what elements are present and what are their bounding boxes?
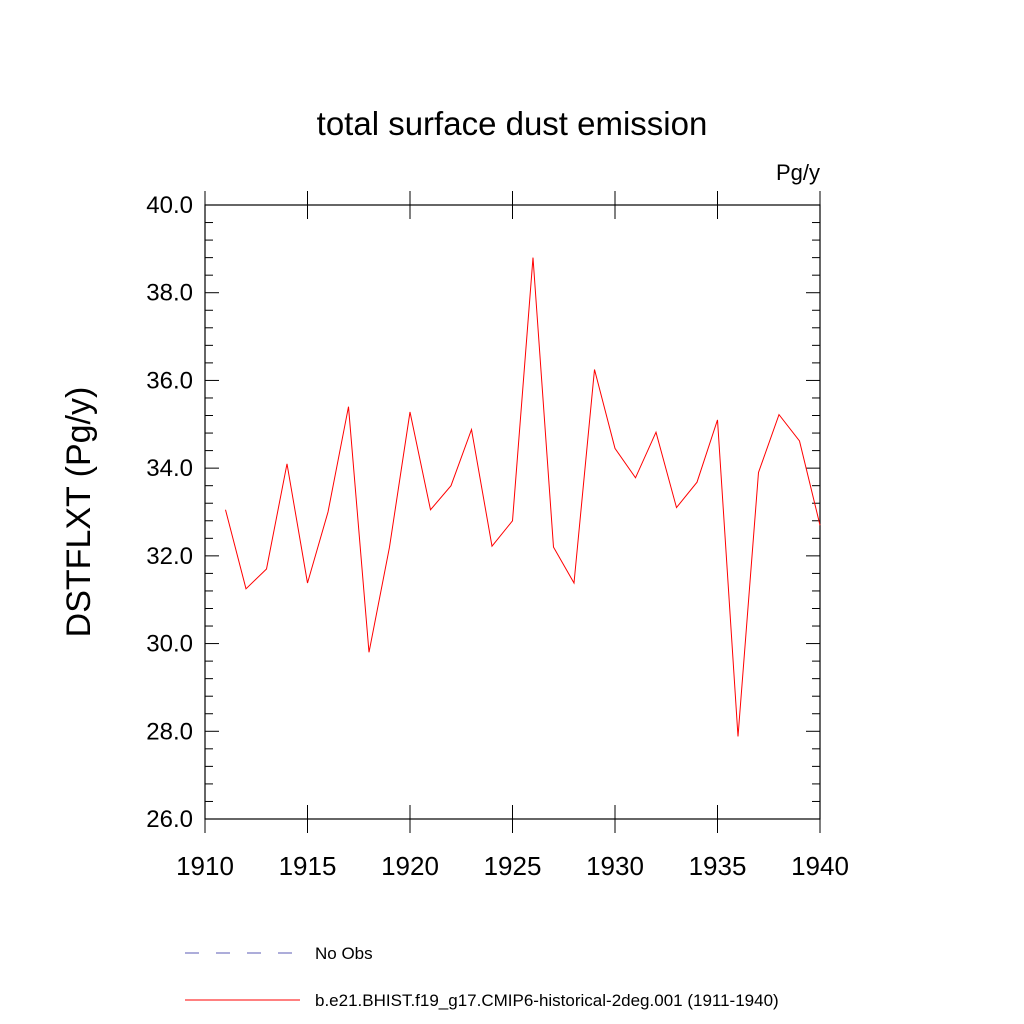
y-tick-label: 32.0 xyxy=(146,543,193,570)
x-tick-label: 1930 xyxy=(586,851,644,881)
y-tick-label: 40.0 xyxy=(146,192,193,219)
legend-label: No Obs xyxy=(315,944,373,963)
series-line xyxy=(225,257,821,737)
x-tick-label: 1940 xyxy=(791,851,849,881)
plot-frame xyxy=(204,204,821,820)
x-tick-label: 1935 xyxy=(689,851,747,881)
legend: No Obs b.e21.BHIST.f19_g17.CMIP6-historic… xyxy=(185,944,779,1010)
y-axis-label: DSTFLXT (Pg/y) xyxy=(60,387,98,638)
y-tick-label: 36.0 xyxy=(146,367,193,394)
y-tick-label: 38.0 xyxy=(146,280,193,307)
y-tick-label: 34.0 xyxy=(146,455,193,482)
x-tick-label: 1925 xyxy=(484,851,542,881)
units-label: Pg/y xyxy=(776,160,820,185)
y-tick-label: 30.0 xyxy=(146,631,193,658)
y-tick-label: 26.0 xyxy=(146,806,193,833)
x-tick-label: 1910 xyxy=(176,851,234,881)
x-axis: 1910 1915 1920 1925 1930 1935 1940 xyxy=(176,191,849,881)
y-axis: 26.0 28.0 30.0 32.0 34.0 36.0 38.0 40.0 xyxy=(146,192,820,833)
y-tick-label: 28.0 xyxy=(146,718,193,745)
chart-title: total surface dust emission xyxy=(317,105,708,142)
legend-label: b.e21.BHIST.f19_g17.CMIP6-historical-2de… xyxy=(315,991,779,1010)
x-tick-label: 1915 xyxy=(279,851,337,881)
x-tick-label: 1920 xyxy=(381,851,439,881)
series-layer xyxy=(225,257,821,737)
